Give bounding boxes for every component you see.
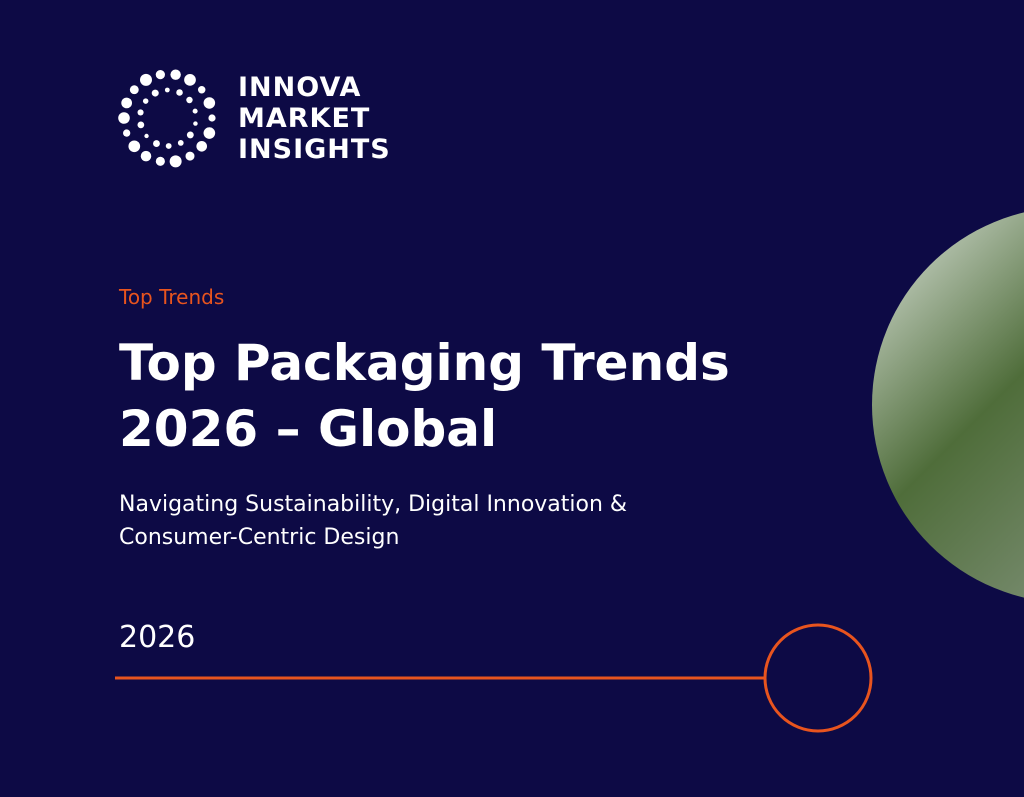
logo-dot xyxy=(186,96,193,104)
logo-dot xyxy=(177,140,184,146)
subtitle-line: Navigating Sustainability, Digital Innov… xyxy=(119,492,628,517)
title-line: Top Packaging Trends xyxy=(119,334,730,392)
logo-dot xyxy=(192,108,198,114)
logo-dot xyxy=(118,112,130,124)
logo-dot xyxy=(153,140,160,147)
accent-circle xyxy=(763,623,873,733)
logo-dot xyxy=(184,74,196,86)
logo-dot xyxy=(186,131,194,139)
title: Top Packaging Trends 2026 – Global xyxy=(119,330,730,462)
logo-dot xyxy=(165,143,172,149)
logo-dot xyxy=(122,129,131,137)
logo-dot xyxy=(208,114,216,122)
logo-line: INSIGHTS xyxy=(238,134,391,165)
logo-dot xyxy=(140,150,152,162)
photo-circle xyxy=(872,212,1024,598)
logo-dot xyxy=(196,140,208,152)
logo-dot xyxy=(151,89,159,97)
logo-dot xyxy=(129,85,139,95)
logo-dot xyxy=(155,70,165,80)
subtitle: Navigating Sustainability, Digital Innov… xyxy=(119,488,627,554)
logo-dot xyxy=(185,151,195,161)
logo-dot xyxy=(197,85,206,94)
logo-dot xyxy=(137,121,145,129)
title-line: 2026 – Global xyxy=(119,400,498,458)
logo-dot xyxy=(193,121,198,126)
logo-dot xyxy=(140,73,152,86)
logo-dot xyxy=(203,97,216,109)
logo-dot xyxy=(142,98,149,104)
logo-dot xyxy=(169,155,182,168)
logo-text: INNOVA MARKET INSIGHTS xyxy=(238,72,391,165)
logo-line: MARKET xyxy=(238,103,371,134)
logo-dot xyxy=(144,133,149,139)
logo-dot xyxy=(137,109,144,116)
logo-dot xyxy=(155,156,165,166)
logo-dot xyxy=(170,69,181,80)
logo-line: INNOVA xyxy=(238,72,362,103)
logo-dot xyxy=(121,97,133,109)
logo-dot xyxy=(128,140,141,153)
eyebrow: Top Trends xyxy=(119,285,225,309)
subtitle-line: Consumer-Centric Design xyxy=(119,525,400,550)
logo-dot xyxy=(164,87,170,93)
logo-dot xyxy=(203,127,216,139)
logo-dot xyxy=(176,89,183,96)
logo-mark xyxy=(118,69,216,168)
year: 2026 xyxy=(119,620,196,655)
